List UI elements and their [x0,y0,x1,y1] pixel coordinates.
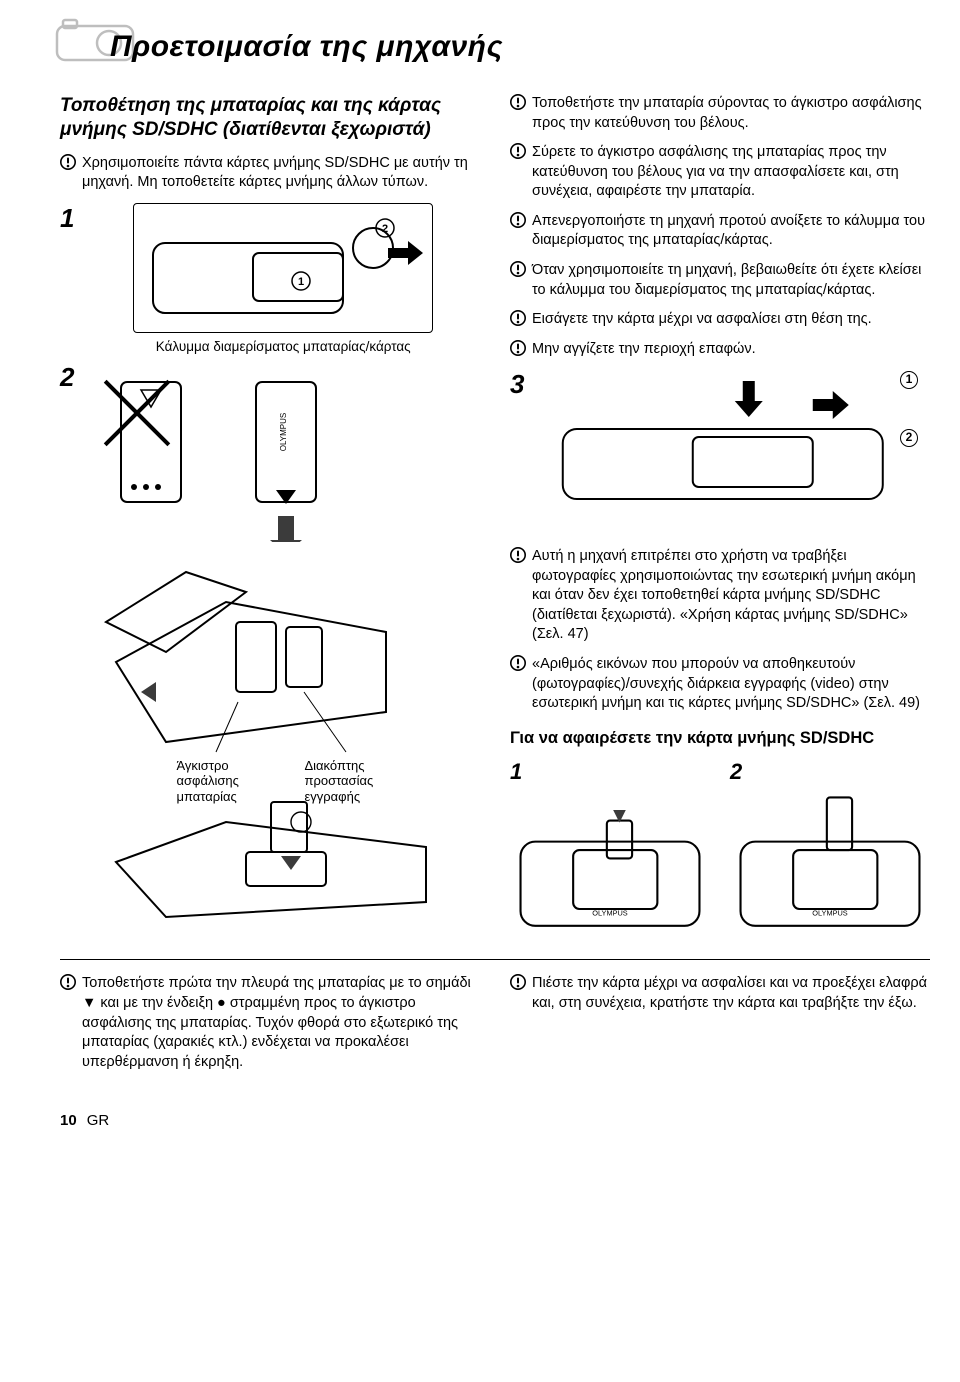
remove-card-steps: 1 OLYMPUS 2 OLYMPUS [510,759,930,941]
warning-icon [60,154,76,170]
figure-remove-1: OLYMPUS [510,789,710,936]
remove-step-2: 2 [730,759,930,785]
figure-card-insert [86,792,466,922]
page-title: Προετοιμασία της μηχανής [110,30,930,64]
note-image-count-ref: «Αριθμός εικόνων που μπορούν να αποθηκευ… [510,655,930,714]
step-3: 3 1 2 [510,369,930,519]
figure-battery-correct: OLYMPUS [226,372,346,542]
step-2: 2 OLYMPUS [60,362,480,892]
svg-text:1: 1 [298,276,304,288]
section-heading-insert-battery: Τοποθέτηση της μπαταρίας και της κάρτας … [60,94,480,142]
figure-compartment-open [86,542,466,772]
note-insert-slide: Τοποθετήστε την μπαταρία σύροντας το άγκ… [510,94,930,133]
step-number-1: 1 [60,203,74,234]
note-dont-touch-contacts: Μην αγγίζετε την περιοχή επαφών. [510,340,930,360]
note-press-card: Πιέστε την κάρτα μέχρι να ασφαλίσει και … [510,974,930,1013]
note-internal-memory: Αυτή η μηχανή επιτρέπει στο χρήστη να τρ… [510,547,930,645]
svg-text:OLYMPUS: OLYMPUS [592,908,628,917]
svg-text:OLYMPUS: OLYMPUS [279,412,288,451]
step-1: 1 1 2 [60,203,480,354]
step-number-2: 2 [60,362,74,393]
camera-ghost-icon [55,18,135,64]
note-remove-slide: Σύρετε το άγκιστρο ασφάλισης της μπαταρί… [510,143,930,202]
page-footer: 10 GR [60,1112,930,1129]
note-insert-click: Εισάγετε την κάρτα μέχρι να ασφαλίσει στ… [510,310,930,330]
right-column: Τοποθετήστε την μπαταρία σύροντας το άγκ… [510,94,930,941]
figure-caption-cover: Κάλυμμα διαμερίσματος μπαταρίας/κάρτας [156,339,411,354]
svg-text:OLYMPUS: OLYMPUS [812,908,848,917]
note-text: Χρησιμοποιείτε πάντα κάρτες μνήμης SD/SD… [82,154,480,193]
heading-remove-card: Για να αφαιρέσετε την κάρτα μνήμης SD/SD… [510,728,930,749]
figure-close-cover [536,369,930,519]
figure-camera-cover: 1 2 [133,203,433,333]
divider [60,959,930,960]
region-code: GR [87,1112,110,1129]
figure-remove-2: OLYMPUS [730,789,930,936]
note-power-off: Απενεργοποιήστε τη μηχανή προτού ανοίξετ… [510,212,930,251]
note-use-cards: Χρησιμοποιείτε πάντα κάρτες μνήμης SD/SD… [60,154,480,193]
cross-icon [102,378,172,448]
svg-text:2: 2 [382,223,388,235]
step-number-3: 3 [510,369,524,400]
note-close-cover: Όταν χρησιμοποιείτε τη μηχανή, βεβαιωθεί… [510,261,930,300]
note-insert-orientation: Τοποθετήστε πρώτα την πλευρά της μπαταρί… [60,974,480,1072]
page-number: 10 [60,1112,77,1129]
left-column: Τοποθέτηση της μπαταρίας και της κάρτας … [60,94,480,941]
remove-step-1: 1 [510,759,710,785]
